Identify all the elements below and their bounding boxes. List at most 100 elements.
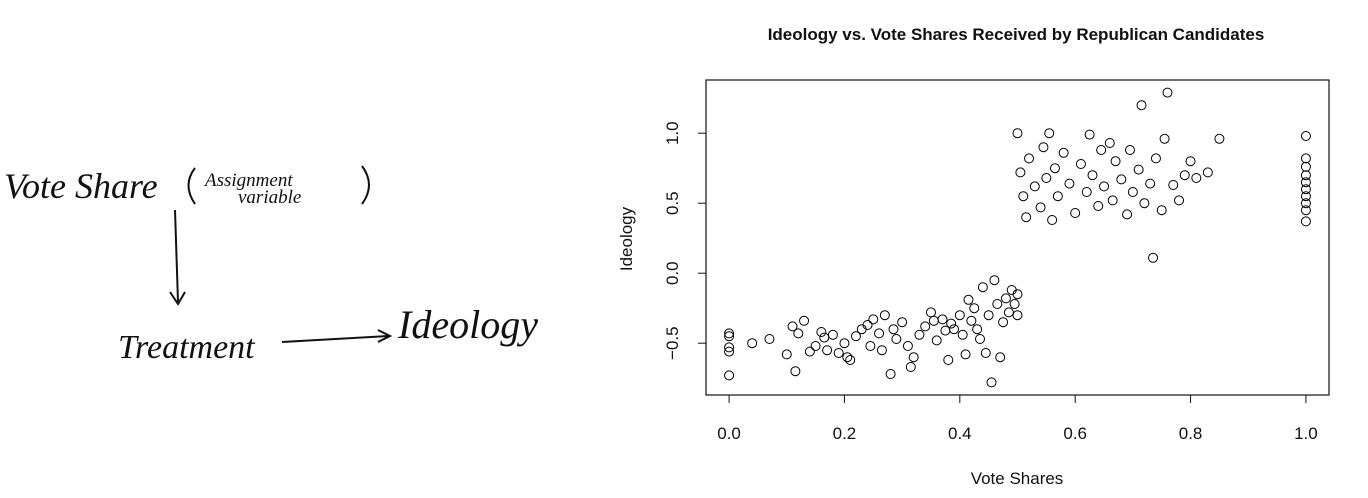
point	[1300, 191, 1311, 202]
point	[1300, 177, 1311, 188]
y-axis-label: Ideology	[617, 206, 636, 271]
point	[1300, 205, 1311, 216]
point	[850, 331, 861, 342]
note-text: Assignment	[203, 170, 293, 191]
arrow	[281, 329, 393, 343]
point	[1127, 187, 1138, 197]
point	[724, 346, 735, 357]
point	[937, 314, 948, 325]
point	[1116, 174, 1127, 185]
point	[1124, 145, 1135, 155]
point	[928, 315, 939, 326]
point	[787, 321, 798, 332]
point	[845, 355, 856, 365]
point	[891, 334, 902, 344]
point	[874, 328, 885, 339]
point	[1300, 198, 1311, 209]
assignment-node: Vote Share	[4, 166, 158, 206]
outcome-node: Ideology	[397, 302, 538, 347]
point	[972, 324, 983, 335]
point	[1300, 184, 1311, 195]
point	[888, 324, 899, 335]
point	[1174, 195, 1185, 206]
point	[1133, 164, 1144, 175]
point	[1122, 209, 1133, 220]
x-axis-label: Vote Shares	[971, 469, 1064, 488]
point	[957, 329, 968, 340]
point	[1044, 128, 1055, 139]
y-tick-label: 0.5	[663, 191, 682, 215]
point	[1145, 178, 1156, 189]
point	[1110, 156, 1121, 167]
point	[724, 342, 735, 353]
point	[833, 348, 844, 358]
point	[724, 328, 735, 339]
point	[1070, 208, 1081, 218]
point	[969, 303, 980, 314]
point	[1075, 159, 1086, 169]
point	[1015, 167, 1026, 178]
chart-title: Ideology vs. Vote Shares Received by Rep…	[768, 25, 1265, 44]
point	[1012, 310, 1023, 321]
point	[1096, 145, 1107, 155]
point	[1012, 289, 1023, 300]
point	[980, 348, 991, 358]
point	[1064, 178, 1075, 189]
treatment-node: Treatment	[118, 329, 256, 366]
point	[1021, 212, 1032, 223]
point	[920, 321, 931, 332]
point	[946, 318, 957, 329]
point	[902, 341, 913, 351]
x-tick-label: 1.0	[1294, 424, 1318, 443]
point	[1136, 100, 1147, 111]
y-tick-label: 0.0	[663, 261, 682, 285]
point	[1156, 205, 1167, 216]
point	[804, 346, 815, 357]
x-tick-label: 0.0	[717, 424, 741, 443]
point	[989, 275, 1000, 286]
point	[747, 338, 758, 349]
point	[793, 328, 804, 339]
x-tick-label: 0.8	[1179, 424, 1203, 443]
point	[1038, 142, 1049, 153]
point	[1300, 170, 1311, 181]
point	[1185, 156, 1196, 167]
x-tick-label: 0.2	[833, 424, 857, 443]
point	[1148, 252, 1159, 263]
point	[992, 299, 1003, 309]
point	[781, 349, 792, 360]
point	[914, 329, 925, 340]
point	[810, 341, 821, 351]
point	[1168, 180, 1179, 190]
point	[995, 352, 1006, 363]
point	[816, 327, 827, 337]
point	[908, 352, 919, 363]
note-text: variable	[238, 187, 301, 208]
point	[868, 314, 879, 325]
point	[998, 317, 1009, 328]
point	[1150, 153, 1161, 164]
point	[764, 334, 775, 344]
point	[1179, 170, 1190, 181]
point	[879, 310, 890, 321]
point	[1049, 163, 1060, 174]
point	[1003, 307, 1014, 318]
point	[1099, 181, 1110, 192]
arrow	[169, 209, 186, 306]
point	[983, 310, 994, 321]
point	[1081, 187, 1092, 197]
point	[790, 366, 801, 377]
plot: 0.0 0.2 0.4 0.6 0.8 1.0 −0.5 0.0 0.5 1.0	[663, 87, 1318, 443]
point	[1300, 131, 1311, 141]
point	[1191, 173, 1202, 183]
point	[954, 310, 965, 321]
plot-frame	[705, 79, 1330, 396]
point	[862, 320, 873, 330]
x-tick-label: 0.6	[1063, 424, 1087, 443]
point	[865, 341, 876, 351]
x-tick-label: 0.4	[948, 424, 972, 443]
point	[1159, 133, 1170, 144]
point	[819, 332, 830, 343]
point	[885, 369, 896, 379]
